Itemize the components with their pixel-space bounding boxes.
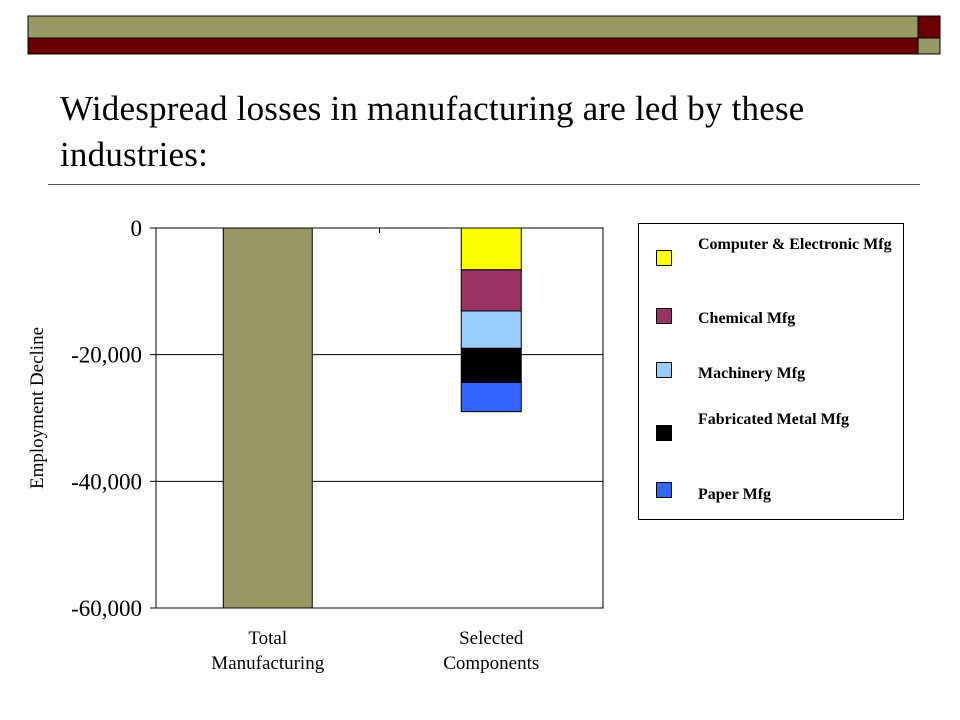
legend-label: Paper Mfg <box>698 486 772 503</box>
legend-swatch <box>656 362 672 378</box>
bar-segment <box>460 310 522 349</box>
bar-segment <box>460 269 522 312</box>
legend-swatch <box>656 308 672 324</box>
y-tick-label: -60,000 <box>71 596 142 621</box>
y-axis-title: Employment Decline <box>27 327 48 489</box>
legend-label: Computer & Electronic Mfg <box>698 236 892 253</box>
legend-swatch <box>656 425 672 441</box>
bar-segment <box>460 382 522 413</box>
title-divider <box>48 184 920 185</box>
olive-square <box>917 37 941 55</box>
slide-title: Widespread losses in manufacturing are l… <box>60 89 805 174</box>
bar-segment <box>460 227 522 271</box>
y-tick-label: -20,000 <box>71 343 142 368</box>
bar-segment <box>222 227 313 609</box>
legend-label: Machinery Mfg <box>698 365 806 382</box>
y-tick-label: 0 <box>131 216 143 241</box>
y-axis: 0 -20,000 -40,000 -60,000 <box>71 216 380 621</box>
x-tick-label: Selected Components <box>443 628 539 674</box>
legend-swatch <box>656 250 672 266</box>
legend-label: Chemical Mfg <box>698 310 796 327</box>
x-axis-labels: Total Manufacturing Selected Components <box>211 628 539 674</box>
bar-segment <box>460 347 522 384</box>
bars <box>222 227 522 609</box>
x-tick-label: Total Manufacturing <box>211 628 324 674</box>
title-decoration <box>27 15 941 55</box>
legend-swatch <box>656 482 672 498</box>
y-tick-label: -40,000 <box>71 469 142 494</box>
legend-label: Fabricated Metal Mfg <box>698 411 850 428</box>
legend: Computer & Electronic Mfg Chemical Mfg Mac… <box>638 223 904 520</box>
